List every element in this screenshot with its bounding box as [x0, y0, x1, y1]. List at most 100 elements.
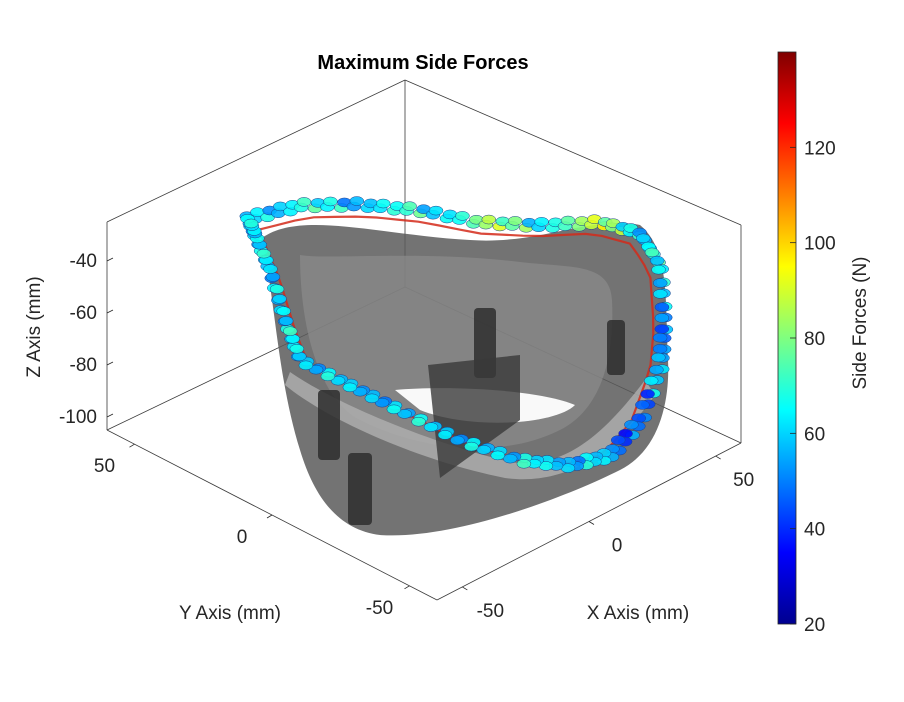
- force-point: [516, 459, 532, 469]
- force-point: [265, 272, 281, 282]
- force-point: [375, 198, 391, 209]
- force-point: [450, 435, 465, 446]
- force-point: [464, 441, 479, 452]
- force-point: [476, 445, 492, 455]
- box-edge: [404, 79, 742, 226]
- force-point: [298, 360, 314, 371]
- force-point: [352, 386, 368, 397]
- x-tick-mark: [462, 586, 468, 591]
- force-point: [649, 365, 664, 375]
- z-tick-mark: [106, 413, 114, 418]
- force-point: [437, 430, 453, 440]
- force-point: [364, 393, 380, 404]
- colorbar-tick-label: 100: [804, 234, 836, 255]
- force-point: [386, 404, 402, 415]
- z-tick-label: -100: [59, 407, 97, 428]
- force-point: [635, 400, 650, 410]
- force-point: [643, 375, 659, 386]
- force-point: [652, 344, 668, 354]
- force-point: [654, 302, 670, 312]
- x-tick-mark: [715, 455, 721, 460]
- y-tick-label: 50: [94, 456, 115, 477]
- z-tick-mark: [106, 257, 114, 262]
- z-tick-label: -80: [70, 355, 97, 376]
- x-tick-label: 0: [612, 536, 623, 557]
- x-axis-ticks: -50 0 50: [462, 455, 754, 622]
- force-point: [397, 409, 412, 419]
- x-tick-mark: [588, 521, 595, 525]
- y-tick-mark: [266, 514, 273, 519]
- pin: [348, 453, 372, 525]
- force-point: [644, 247, 660, 258]
- force-point: [276, 306, 291, 316]
- force-point: [308, 364, 324, 375]
- force-point: [349, 196, 365, 206]
- wedge-block: [428, 355, 520, 478]
- box-edge: [106, 79, 406, 223]
- force-point: [624, 419, 639, 430]
- force-point: [256, 248, 272, 259]
- force-point: [411, 416, 426, 427]
- y-tick-mark: [404, 585, 410, 590]
- tray-lip: [285, 372, 655, 480]
- force-point: [330, 375, 346, 386]
- force-point: [490, 450, 506, 461]
- force-point: [374, 397, 390, 408]
- force-point: [651, 352, 666, 363]
- x-tick-label: 50: [733, 470, 754, 491]
- force-point: [243, 218, 259, 229]
- force-point: [651, 264, 666, 275]
- colorbar-tick-label: 60: [804, 424, 825, 445]
- x-axis-label: X Axis (mm): [587, 603, 689, 624]
- colorbar-tick-label: 20: [804, 615, 825, 636]
- force-point: [296, 197, 312, 207]
- z-axis-label: Z Axis (mm): [24, 276, 45, 377]
- colorbar-tick-label: 120: [804, 138, 836, 159]
- force-point: [428, 205, 444, 216]
- colorbar-tick-label: 80: [804, 329, 825, 350]
- colorbar-label: Side Forces (N): [850, 256, 871, 389]
- colorbar: 20 40 60 80 100 120 Side Forces (N): [777, 51, 871, 636]
- force-point: [402, 201, 417, 211]
- force-point: [342, 382, 358, 393]
- force-point: [481, 214, 497, 225]
- y-tick-label: -50: [366, 598, 393, 619]
- force-point: [653, 289, 668, 299]
- force-point: [640, 389, 655, 399]
- force-point: [610, 435, 626, 445]
- y-tick-mark: [129, 443, 135, 448]
- force-point: [283, 326, 298, 336]
- force-point: [649, 255, 665, 266]
- force-point: [654, 313, 670, 323]
- force-point: [507, 216, 523, 226]
- y-axis-ticks: -50 0 50: [94, 443, 410, 619]
- z-tick-label: -60: [70, 303, 97, 324]
- force-point: [272, 294, 287, 304]
- force-point: [423, 422, 439, 432]
- force-point: [269, 284, 285, 294]
- force-point: [323, 196, 338, 207]
- force-point: [502, 453, 518, 464]
- z-tick-mark: [106, 361, 114, 366]
- force-point: [455, 211, 470, 221]
- force-point: [320, 371, 336, 382]
- rim-scatter: [239, 196, 674, 473]
- chart-title: Maximum Side Forces: [317, 52, 528, 74]
- pin: [607, 320, 625, 375]
- colorbar-tick-label: 40: [804, 520, 825, 541]
- force-point: [534, 217, 549, 227]
- pin: [318, 390, 340, 460]
- force-point: [635, 233, 651, 244]
- z-axis-ticks: -100 -80 -60 -40: [59, 251, 114, 428]
- force-point: [289, 344, 305, 354]
- force-point: [263, 264, 278, 274]
- y-tick-label: 0: [237, 527, 248, 548]
- force-point: [560, 215, 576, 226]
- mounting-pins: [318, 308, 625, 525]
- y-axis-label: Y Axis (mm): [179, 603, 281, 624]
- force-point: [652, 278, 668, 288]
- force-point: [278, 316, 294, 326]
- force-point: [654, 324, 670, 334]
- z-tick-mark: [106, 309, 114, 314]
